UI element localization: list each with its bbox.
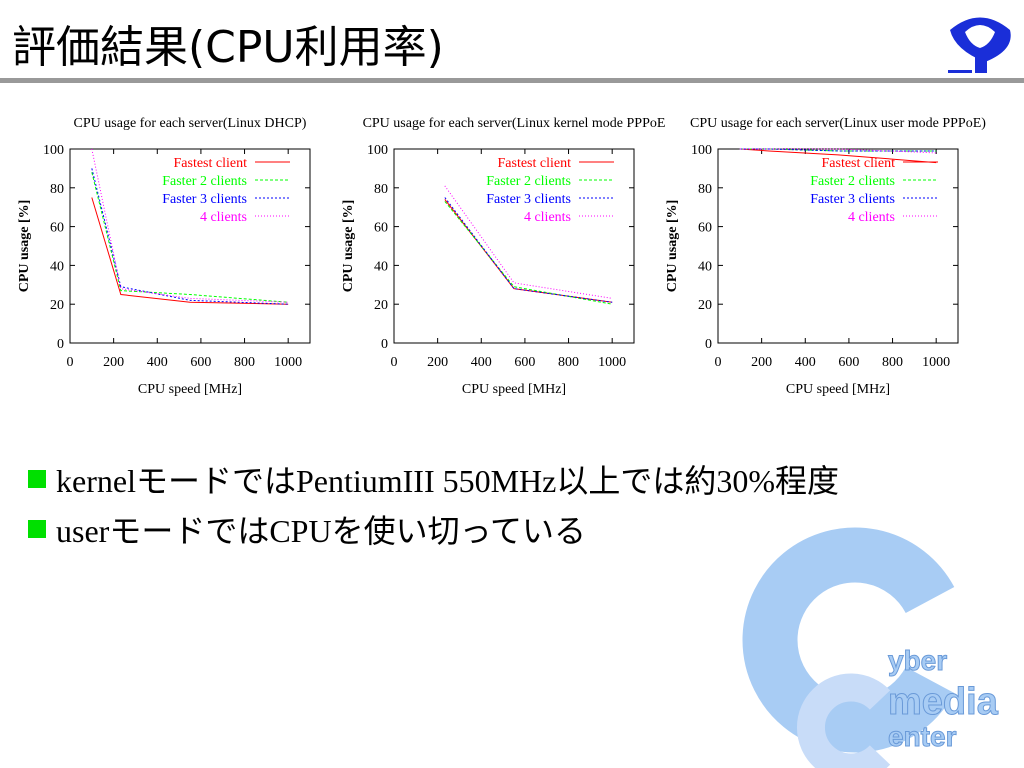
- x-tick-label: 600: [190, 355, 211, 370]
- x-tick-label: 0: [391, 355, 398, 370]
- x-tick-label: 400: [471, 355, 492, 370]
- logo-stem: [975, 55, 987, 73]
- legend-label: Faster 3 clients: [486, 192, 571, 207]
- y-tick-label: 20: [374, 298, 388, 313]
- y-tick-label: 100: [367, 143, 388, 158]
- logo-c-small: [797, 673, 891, 768]
- legend-label: Faster 2 clients: [486, 174, 571, 189]
- x-axis-label: CPU speed [MHz]: [786, 382, 890, 397]
- x-axis-label: CPU speed [MHz]: [462, 382, 566, 397]
- x-tick-label: 1000: [922, 355, 950, 370]
- chart-title: CPU usage for each server(Linux DHCP): [74, 116, 307, 131]
- y-tick-label: 80: [698, 182, 712, 197]
- x-tick-label: 800: [882, 355, 903, 370]
- x-axis-label: CPU speed [MHz]: [138, 382, 242, 397]
- legend-label: 4 clients: [200, 210, 247, 225]
- university-logo: [948, 17, 1011, 73]
- legend-label: 4 clients: [524, 210, 571, 225]
- y-tick-label: 0: [381, 337, 388, 352]
- legend-label: Faster 2 clients: [810, 174, 895, 189]
- chart-title: CPU usage for each server(Linux kernel m…: [363, 116, 666, 131]
- y-tick-label: 40: [374, 259, 388, 274]
- y-tick-label: 100: [43, 143, 64, 158]
- y-tick-label: 100: [691, 143, 712, 158]
- chart: CPU usage for each server(Linux DHCP) CPU…: [17, 116, 311, 397]
- series-line: [739, 148, 937, 164]
- logo-mark: [950, 17, 1011, 62]
- legend-label: Faster 3 clients: [162, 192, 247, 207]
- slide-title: 評価結果(CPU利用率): [12, 22, 444, 73]
- series-line: [444, 197, 613, 303]
- bullet-marker: [28, 470, 46, 488]
- legend-label: 4 clients: [848, 210, 895, 225]
- chart: CPU usage for each server(Linux user mod…: [665, 116, 986, 397]
- x-tick-label: 200: [751, 355, 772, 370]
- legend-label: Fastest client: [822, 156, 896, 171]
- legend-label: Fastest client: [174, 156, 248, 171]
- y-tick-label: 0: [705, 337, 712, 352]
- x-tick-label: 200: [103, 355, 124, 370]
- y-tick-label: 60: [698, 221, 712, 236]
- x-tick-label: 1000: [598, 355, 626, 370]
- y-axis-label: CPU usage [%]: [665, 200, 680, 293]
- plot-frame: [393, 148, 635, 344]
- y-axis-label: CPU usage [%]: [341, 200, 356, 293]
- x-tick-label: 400: [795, 355, 816, 370]
- chart: CPU usage for each server(Linux kernel m…: [341, 116, 665, 397]
- series-line: [91, 172, 289, 303]
- y-axis-label: CPU usage [%]: [17, 200, 32, 293]
- logo-text: media: [888, 681, 999, 723]
- series-line: [91, 197, 289, 305]
- series-line: [739, 148, 937, 154]
- plot-frame: [69, 148, 311, 344]
- bullet-marker: [28, 520, 46, 538]
- logo-text: enter: [888, 721, 957, 752]
- x-tick-label: 600: [838, 355, 859, 370]
- y-tick-label: 40: [50, 259, 64, 274]
- y-tick-label: 60: [50, 221, 64, 236]
- legend-label: Faster 2 clients: [162, 174, 247, 189]
- y-tick-label: 20: [50, 298, 64, 313]
- y-tick-label: 80: [50, 182, 64, 197]
- x-tick-label: 400: [147, 355, 168, 370]
- x-tick-label: 800: [234, 355, 255, 370]
- series-line: [444, 201, 613, 305]
- series-line: [91, 148, 289, 303]
- x-tick-label: 0: [715, 355, 722, 370]
- x-tick-label: 600: [514, 355, 535, 370]
- logo-text: yber: [888, 645, 947, 676]
- y-tick-label: 0: [57, 337, 64, 352]
- logo-c-big: [742, 527, 955, 753]
- x-tick-label: 0: [67, 355, 74, 370]
- legend-label: Faster 3 clients: [810, 192, 895, 207]
- legend-label: Fastest client: [498, 156, 572, 171]
- x-tick-label: 200: [427, 355, 448, 370]
- title-rule: [0, 78, 1024, 83]
- bullet-text: kernelモードではPentiumIII 550MHz以上では約30%程度: [56, 463, 839, 499]
- y-tick-label: 60: [374, 221, 388, 236]
- plot-frame: [717, 148, 959, 344]
- y-tick-label: 20: [698, 298, 712, 313]
- logo-caption: [948, 70, 972, 73]
- series-line: [444, 185, 613, 299]
- cybermedia-logo: yber media enter: [742, 527, 999, 768]
- x-tick-label: 800: [558, 355, 579, 370]
- x-tick-label: 1000: [274, 355, 302, 370]
- chart-title: CPU usage for each server(Linux user mod…: [690, 116, 986, 131]
- y-tick-label: 40: [698, 259, 712, 274]
- bullet-text: userモードではCPUを使い切っている: [56, 513, 586, 549]
- y-tick-label: 80: [374, 182, 388, 197]
